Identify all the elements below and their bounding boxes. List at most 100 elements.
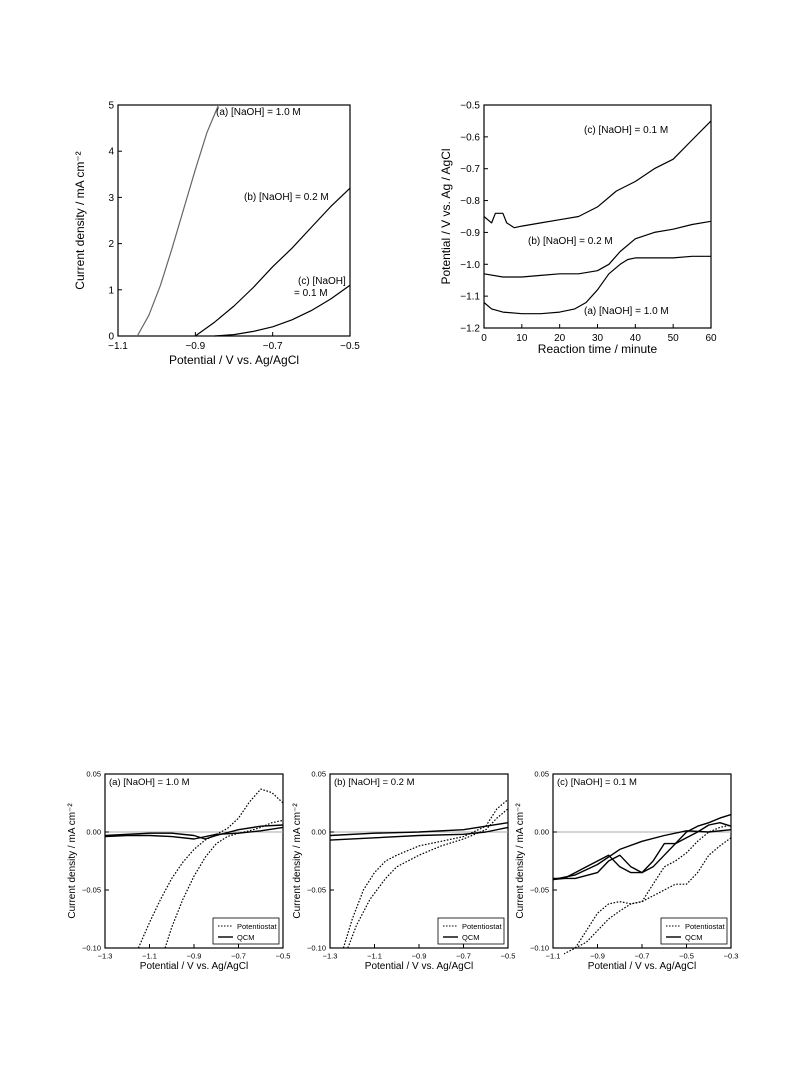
legend-box [212, 917, 280, 945]
x-tick-label: −1.1 [546, 952, 561, 961]
y-tick-label: 0.00 [86, 828, 101, 837]
x-tick-label: −0.3 [724, 952, 739, 961]
x-tick-label: −0.5 [340, 341, 360, 352]
x-tick-label: −1.1 [108, 341, 128, 352]
x-tick-label: −1.1 [142, 952, 157, 961]
y-tick-label: 0.05 [86, 770, 101, 779]
x-tick-label: −0.7 [231, 952, 246, 961]
chart-3: −1.3 −1.1 −0.9 −0.7 −0.5 −0.10 −0.05 0.00 0.05 Po… [67, 770, 290, 972]
series-line-3 [553, 813, 732, 880]
y-axis-label: Current density / mA cm⁻² [67, 803, 78, 919]
x-tick-label: 30 [592, 333, 604, 344]
legend-label: QCM [237, 933, 255, 942]
y-axis-label: Current density / mA cm⁻² [73, 151, 87, 289]
panel-title: (c) [NaOH] = 0.1 M [557, 777, 637, 788]
x-tick-label: −0.7 [635, 952, 650, 961]
y-tick-label: −0.10 [82, 944, 101, 953]
y-tick-label: −0.8 [460, 196, 480, 207]
series-line-2 [563, 837, 732, 955]
y-tick-label: −0.9 [460, 228, 480, 239]
x-tick-label: 20 [554, 333, 566, 344]
panel-title: (a) [NaOH] = 1.0 M [109, 777, 190, 788]
chart-1: −1.1 −0.9 −0.7 −0.5 0 1 2 3 4 5 Potential / V vs. … [73, 101, 360, 368]
y-tick-label: 4 [108, 147, 114, 158]
x-tick-label: −0.9 [412, 952, 427, 961]
panel-title: (b) [NaOH] = 0.2 M [334, 777, 415, 788]
legend-box [437, 917, 505, 945]
plot-frame [483, 104, 712, 329]
y-tick-label: 0.05 [534, 770, 549, 779]
series-line-3 [329, 822, 509, 837]
series-label: (a) [NaOH] = 1.0 M [216, 107, 301, 118]
x-tick-label: 0 [481, 333, 487, 344]
legend-label: QCM [685, 933, 703, 942]
chart-5: −1.1 −0.9 −0.7 −0.5 −0.3 −0.10 −0.05 0.00 0.05 Po… [515, 770, 738, 972]
y-tick-label: −1.0 [460, 260, 480, 271]
series-line-2 [194, 187, 351, 337]
y-tick-label: −1.2 [460, 324, 480, 335]
x-axis-label: Potential / V vs. Ag/AgCl [588, 961, 696, 972]
y-tick-label: 3 [108, 193, 114, 204]
series-line-1 [342, 799, 509, 949]
series-line-3 [214, 284, 351, 337]
y-tick-label: 1 [108, 285, 114, 296]
legend-label: QCM [462, 933, 480, 942]
x-tick-label: 10 [516, 333, 528, 344]
x-tick-label: −1.1 [367, 952, 382, 961]
y-tick-label: 2 [108, 239, 114, 250]
series-label: (b) [NaOH] = 0.2 M [244, 192, 329, 203]
series-line-1 [136, 104, 220, 337]
series-label: (b) [NaOH] = 0.2 M [528, 236, 613, 247]
x-tick-label: −0.5 [501, 952, 516, 961]
series-label: (c) [NaOH] = 0.1 M [584, 125, 668, 136]
x-tick-label: 60 [705, 333, 717, 344]
y-tick-label: −0.10 [530, 944, 549, 953]
y-tick-label: −0.10 [307, 944, 326, 953]
x-tick-label: −0.9 [590, 952, 605, 961]
y-tick-label: 0.00 [311, 828, 326, 837]
x-tick-label: −0.7 [263, 341, 283, 352]
y-tick-label: −0.7 [460, 164, 480, 175]
y-tick-label: −0.05 [530, 886, 549, 895]
series-line-1 [483, 120, 712, 229]
x-tick-label: −0.7 [456, 952, 471, 961]
x-tick-label: 50 [668, 333, 680, 344]
x-axis-label: Potential / V vs. Ag/AgCl [140, 961, 248, 972]
y-axis-label: Current density / mA cm⁻² [292, 803, 303, 919]
x-tick-label: −1.3 [323, 952, 338, 961]
y-tick-label: −0.05 [307, 886, 326, 895]
y-tick-label: −1.1 [460, 292, 480, 303]
y-tick-label: −0.05 [82, 886, 101, 895]
chart-4: −1.3 −1.1 −0.9 −0.7 −0.5 −0.10 −0.05 0.00 0.05 Po… [292, 770, 515, 972]
series-line-4 [104, 826, 284, 840]
y-axis-label: Current density / mA cm⁻² [515, 803, 526, 919]
x-axis-label: Reaction time / minute [538, 342, 658, 356]
series-line-4 [329, 826, 509, 841]
series-line-3 [483, 255, 711, 315]
x-tick-label: −0.9 [187, 952, 202, 961]
legend-label: Potentiostat [685, 922, 726, 931]
chart-2: 0 10 20 30 40 50 60 −1.2 −1.1 −1.0 −0.9 −0.8 −0.7 −0.… [439, 101, 717, 357]
y-tick-label: 0.00 [534, 828, 549, 837]
y-tick-label: 0.05 [311, 770, 326, 779]
y-tick-label: 5 [108, 101, 114, 112]
x-axis-label: Potential / V vs. Ag/AgCl [169, 353, 299, 367]
x-tick-label: −1.3 [98, 952, 113, 961]
plot-frame [117, 104, 351, 337]
legend-label: Potentiostat [237, 922, 278, 931]
y-tick-label: −0.6 [460, 132, 480, 143]
y-axis-label: Potential / V vs. Ag / AgCl [439, 148, 453, 284]
series-line-1 [574, 824, 732, 949]
series-line-2 [483, 220, 712, 278]
series-line-4 [552, 822, 732, 881]
x-axis-label: Potential / V vs. Ag/AgCl [365, 961, 473, 972]
series-label: (c) [NaOH] [298, 276, 346, 287]
legend-label: Potentiostat [462, 922, 503, 931]
series-label: (a) [NaOH] = 1.0 M [584, 306, 669, 317]
series-label: = 0.1 M [294, 288, 328, 299]
x-tick-label: −0.5 [276, 952, 291, 961]
legend-box [660, 917, 728, 945]
series-line-5 [552, 829, 732, 881]
x-tick-label: 40 [630, 333, 642, 344]
